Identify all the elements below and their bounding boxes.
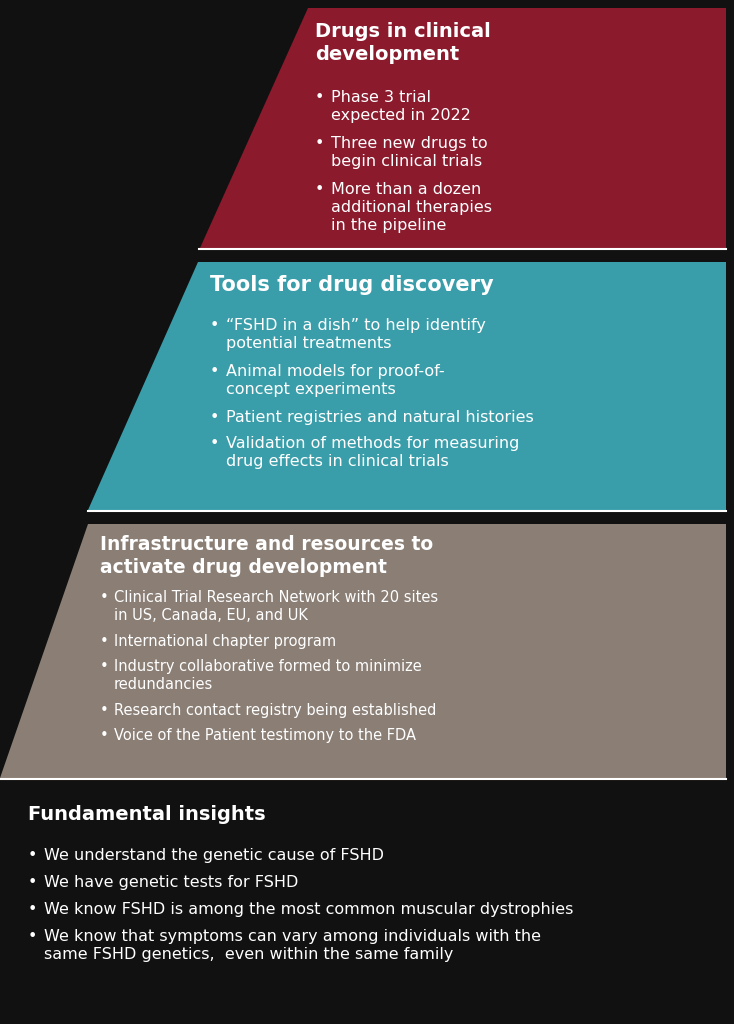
Text: •: • xyxy=(100,634,109,649)
Text: Industry collaborative formed to minimize
redundancies: Industry collaborative formed to minimiz… xyxy=(114,659,422,692)
Text: We understand the genetic cause of FSHD: We understand the genetic cause of FSHD xyxy=(44,848,384,863)
Text: Drugs in clinical
development: Drugs in clinical development xyxy=(315,22,491,63)
Polygon shape xyxy=(0,524,726,778)
Text: Validation of methods for measuring
drug effects in clinical trials: Validation of methods for measuring drug… xyxy=(226,436,520,469)
Text: •: • xyxy=(100,703,109,718)
Text: •: • xyxy=(315,182,324,197)
Text: Research contact registry being established: Research contact registry being establis… xyxy=(114,703,437,718)
Text: •: • xyxy=(210,436,219,451)
Text: Patient registries and natural histories: Patient registries and natural histories xyxy=(226,410,534,425)
Text: Tools for drug discovery: Tools for drug discovery xyxy=(210,275,494,295)
Polygon shape xyxy=(200,8,726,248)
Text: •: • xyxy=(100,659,109,674)
Polygon shape xyxy=(88,262,726,510)
Text: •: • xyxy=(210,410,219,425)
Text: Animal models for proof-of-
concept experiments: Animal models for proof-of- concept expe… xyxy=(226,364,445,397)
Text: •: • xyxy=(210,364,219,379)
Text: •: • xyxy=(28,929,37,944)
Text: •: • xyxy=(100,728,109,743)
Text: Voice of the Patient testimony to the FDA: Voice of the Patient testimony to the FD… xyxy=(114,728,416,743)
Text: •: • xyxy=(315,90,324,105)
Text: •: • xyxy=(315,136,324,151)
Text: Fundamental insights: Fundamental insights xyxy=(28,805,266,824)
Polygon shape xyxy=(0,792,726,1016)
Text: Phase 3 trial
expected in 2022: Phase 3 trial expected in 2022 xyxy=(331,90,471,123)
Text: •: • xyxy=(28,874,37,890)
Text: Three new drugs to
begin clinical trials: Three new drugs to begin clinical trials xyxy=(331,136,487,169)
Text: More than a dozen
additional therapies
in the pipeline: More than a dozen additional therapies i… xyxy=(331,182,492,233)
Text: •: • xyxy=(28,902,37,918)
Text: We know FSHD is among the most common muscular dystrophies: We know FSHD is among the most common mu… xyxy=(44,902,573,918)
Text: Infrastructure and resources to
activate drug development: Infrastructure and resources to activate… xyxy=(100,535,433,577)
Text: Clinical Trial Research Network with 20 sites
in US, Canada, EU, and UK: Clinical Trial Research Network with 20 … xyxy=(114,590,438,623)
Text: •: • xyxy=(28,848,37,863)
Text: International chapter program: International chapter program xyxy=(114,634,336,649)
Text: “FSHD in a dish” to help identify
potential treatments: “FSHD in a dish” to help identify potent… xyxy=(226,318,486,351)
Text: •: • xyxy=(210,318,219,333)
Text: We know that symptoms can vary among individuals with the
same FSHD genetics,  e: We know that symptoms can vary among ind… xyxy=(44,929,541,962)
Text: •: • xyxy=(100,590,109,605)
Text: We have genetic tests for FSHD: We have genetic tests for FSHD xyxy=(44,874,299,890)
